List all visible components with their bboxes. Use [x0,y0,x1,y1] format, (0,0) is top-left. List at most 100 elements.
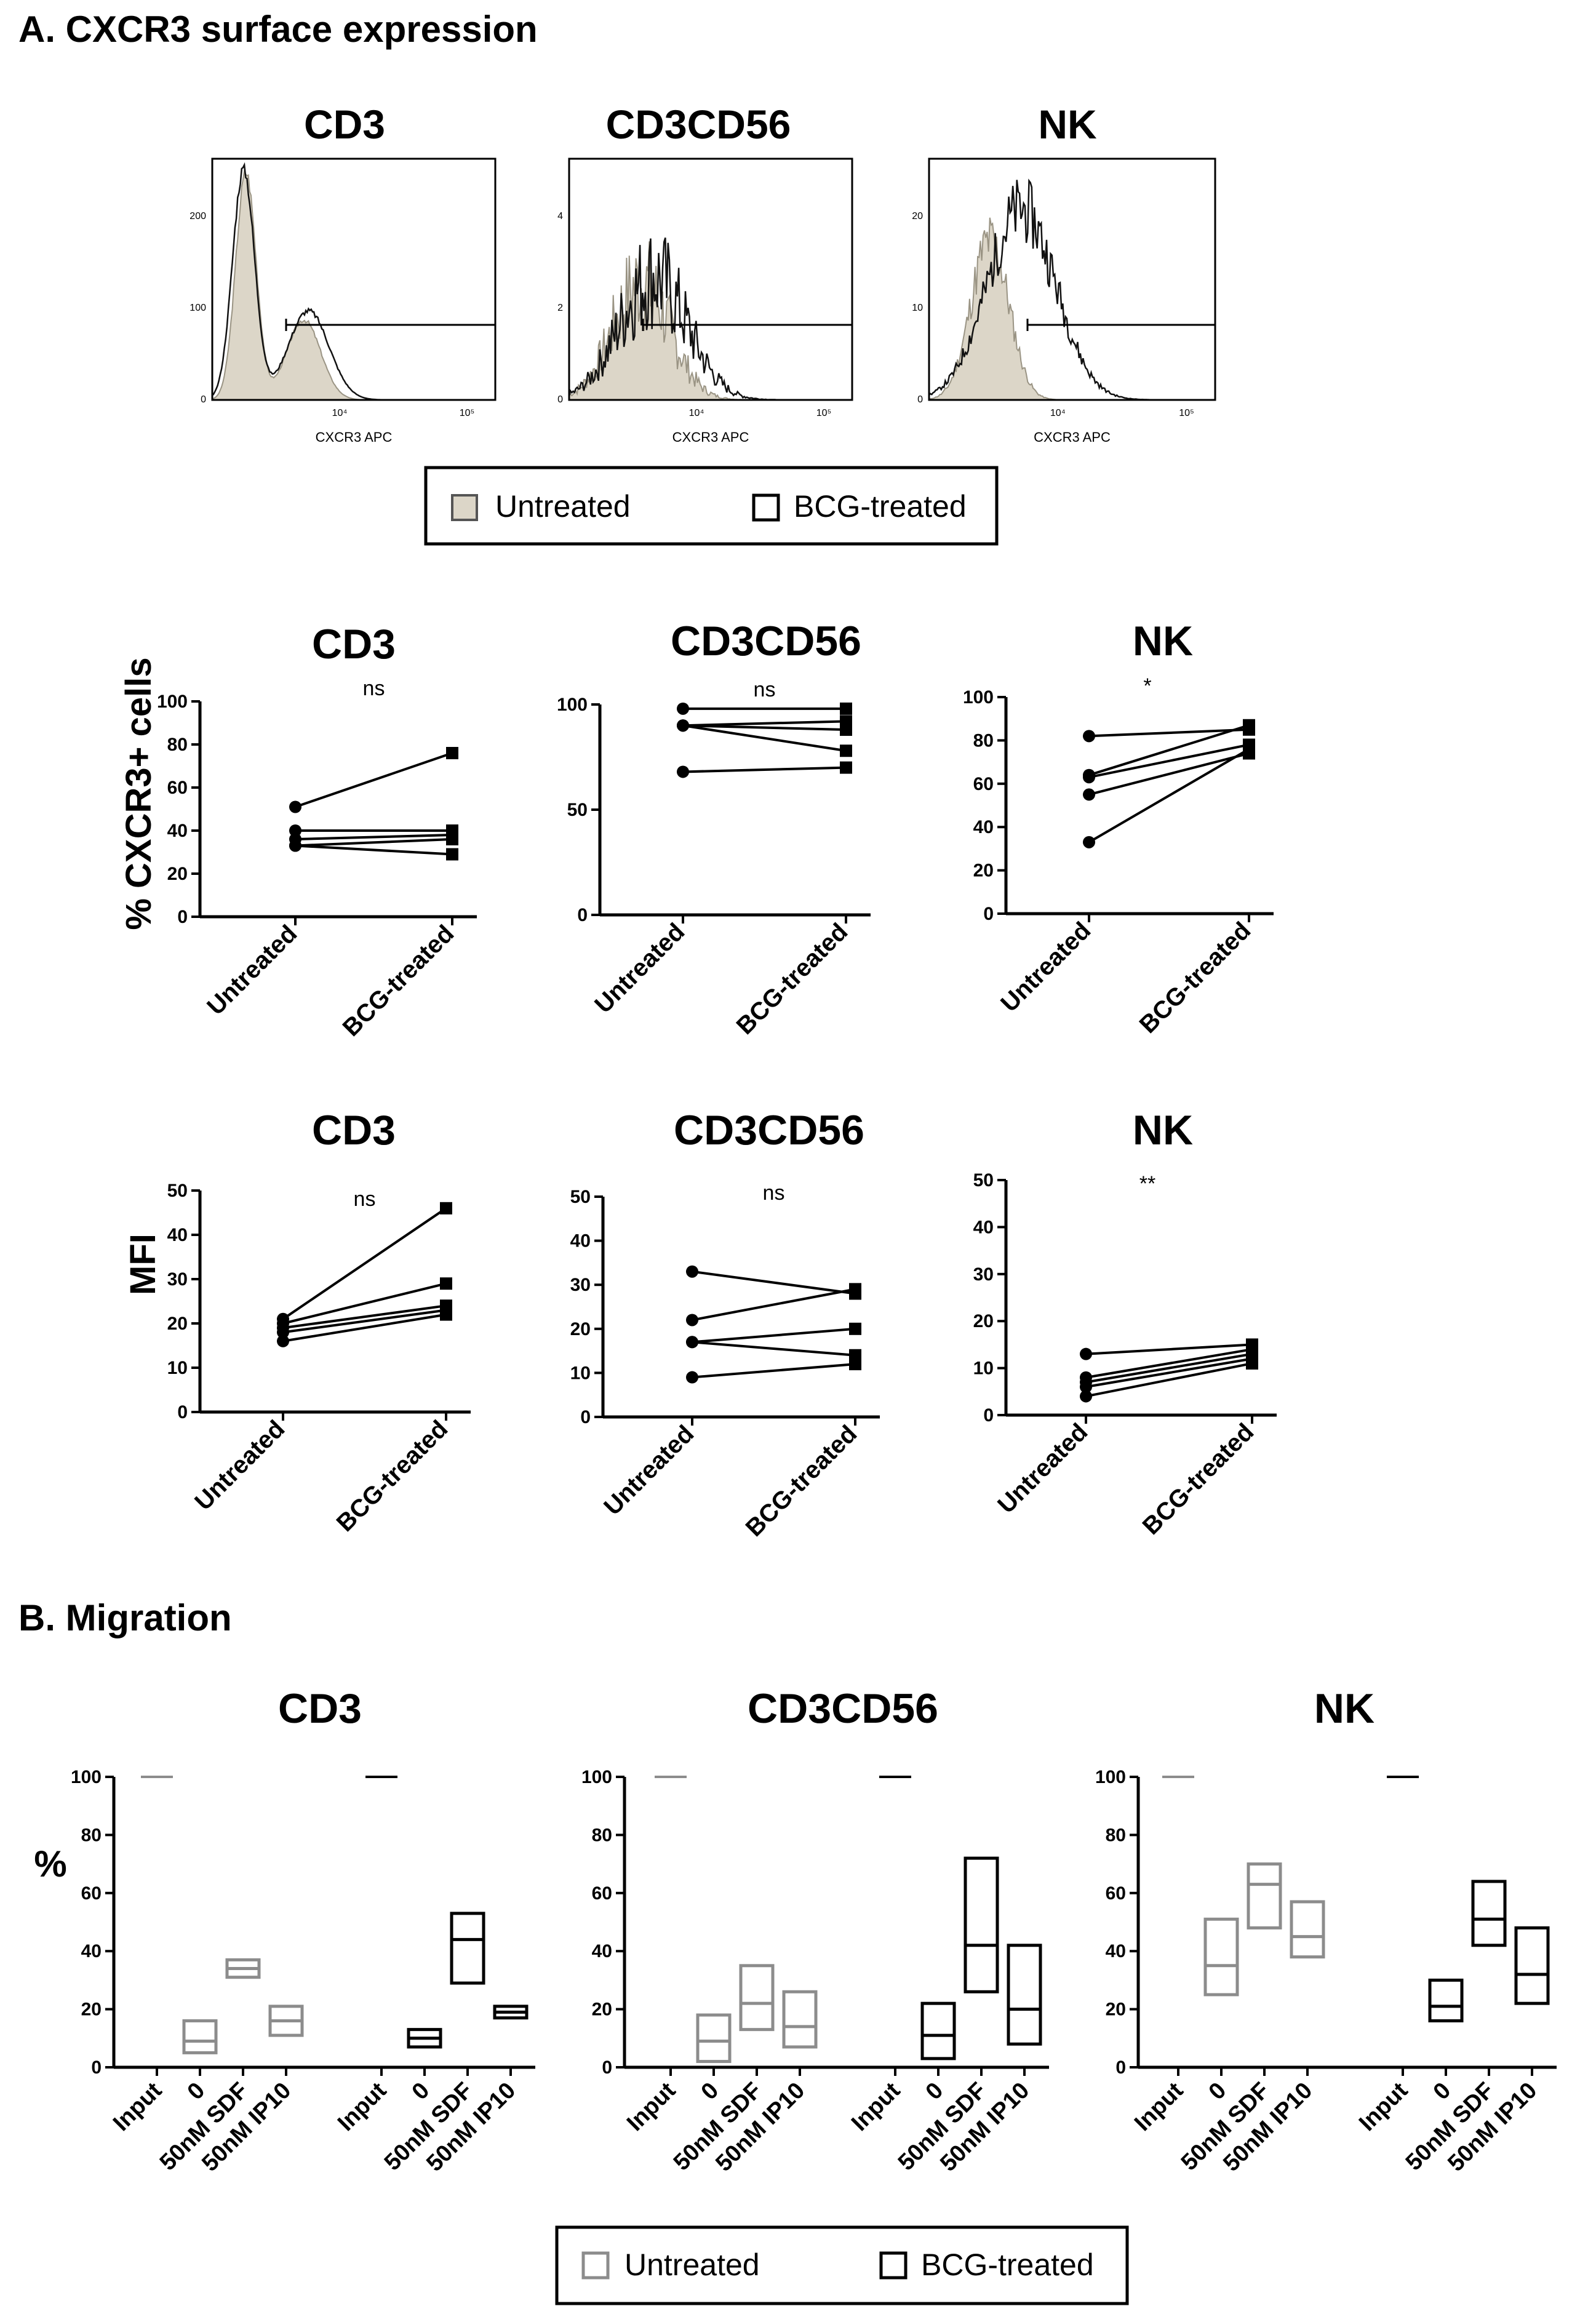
paired-line [692,1341,856,1357]
flow-xtick-label: 10⁵ [1179,408,1194,418]
migration-legend-frame [555,2225,1129,2305]
box [1007,1944,1042,2046]
y-tick-label: 20 [1106,2000,1126,2020]
box [739,1964,775,2032]
flow-xlabel: CXCR3 APC [1034,429,1111,445]
x-tick-label: BCG-treated [732,918,853,1040]
significance-label: * [1143,674,1151,698]
paired-line [1085,1352,1253,1384]
untreated-point [1083,836,1095,848]
y-tick-label: 0 [983,904,994,924]
treated-point [446,848,458,861]
significance-label: ns [754,678,776,701]
untreated-point [686,1265,698,1278]
plot-frame [568,158,853,401]
y-tick-label: 40 [81,1941,102,1961]
box [1247,1862,1282,1929]
paired-line [282,1313,447,1343]
y-tick-label: 100 [557,695,588,715]
y-axis-label: MFI [123,1234,163,1295]
untreated-point [1080,1381,1092,1394]
treated-point [446,833,458,845]
flow-ytick-label: 20 [912,211,923,221]
legend-treated-swatch [752,493,780,522]
flow-panel-cd3: CD3 0 100 200 10⁴ 10⁵ CXCR3 APC [190,102,497,445]
treated-point [849,1358,861,1371]
flow-ytick-label: 0 [557,394,563,405]
untreated-point [686,1336,698,1349]
treated-point [446,747,458,759]
legend-treated-label: BCG-treated [794,489,967,524]
treated-point [440,1308,452,1321]
paired-line [295,834,453,840]
y-tick-label: 10 [973,1358,994,1379]
flow-xlabel: CXCR3 APC [316,429,393,445]
untreated-point [1083,788,1095,801]
chart-title: CD3CD56 [748,1685,938,1732]
paired-line [282,1309,447,1334]
treated-point [849,1283,861,1296]
box [1428,1978,1464,2022]
histogram-untreated [928,217,1173,401]
y-tick-label: 20 [167,864,188,884]
flow-ytick-label: 0 [201,394,206,405]
y-tick-label: 50 [567,800,588,820]
chart-title: CD3CD56 [671,618,861,664]
y-tick-label: 40 [570,1231,591,1251]
flow-panel-title: CD3 [304,102,385,147]
untreated-point [677,719,689,732]
chart-title: NK [1133,618,1193,664]
y-tick-label: 40 [167,1225,188,1245]
y-tick-label: 0 [983,1405,994,1426]
y-tick-label: 100 [1095,1767,1126,1787]
paired-line [1088,728,1250,738]
box [450,1912,485,1985]
y-tick-label: 60 [167,778,188,798]
plot-frame [928,158,1216,401]
x-tick-label: Untreated [589,918,690,1018]
y-tick-label: 60 [1106,1883,1126,1904]
flow-xtick-label: 10⁴ [689,408,704,418]
section-b-title: B. Migration [18,1597,232,1638]
y-tick-label: 20 [167,1314,188,1334]
flow-xtick-label: 10⁵ [460,408,474,418]
plot-frame [211,158,497,401]
untreated-point [1080,1347,1092,1360]
flow-ytick-label: 100 [190,303,206,313]
x-tick-label: Untreated [599,1420,699,1520]
y-tick-label: 80 [167,735,188,755]
x-tick-label: BCG-treated [1135,917,1256,1039]
y-tick-label: 0 [580,1407,591,1427]
untreated-point [277,1326,289,1339]
paired-line [682,720,847,727]
chart-title: NK [1314,1685,1375,1732]
legend-b-untreated-swatch [581,2251,610,2280]
histogram-bcg-treated [928,178,1173,401]
paired-line [295,844,453,856]
box [1203,1917,1239,1997]
x-tick-label: Input [847,2077,906,2136]
paired-line [1088,752,1250,796]
untreated-point [277,1335,289,1347]
treated-point [1243,719,1255,732]
y-axis-label: % CXCR3+ cells [119,657,159,930]
x-tick-label: 0 [921,2078,949,2105]
flow-ytick-label: 200 [190,211,206,221]
chart-title: NK [1133,1107,1193,1154]
untreated-point [677,702,689,715]
y-tick-label: 40 [1106,1941,1126,1961]
y-tick-label: 40 [592,1941,612,1961]
flow-xtick-label: 10⁴ [1050,408,1066,418]
x-tick-label: Untreated [190,1415,290,1515]
y-tick-label: 30 [973,1264,994,1285]
flow-xtick-label: 10⁴ [332,408,348,418]
legend-untreated-swatch [451,494,478,521]
flow-ytick-label: 10 [912,303,923,313]
significance-label: ns [354,1187,376,1211]
y-tick-label: 20 [81,2000,102,2020]
y-tick-label: 20 [973,861,994,881]
paired-line [295,838,453,847]
chart-title: CD3 [278,1685,362,1732]
